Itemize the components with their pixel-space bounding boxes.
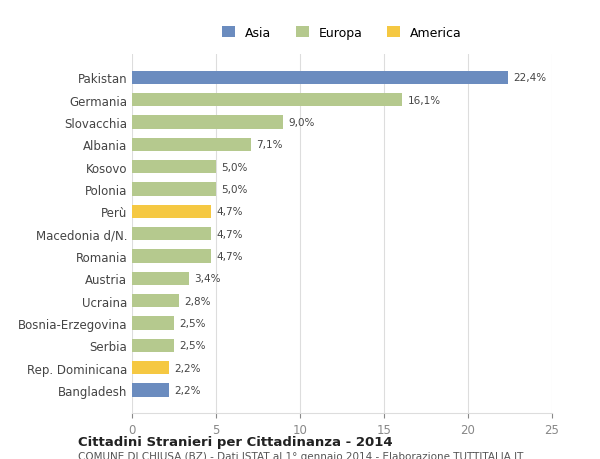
- Text: 2,5%: 2,5%: [179, 341, 206, 351]
- Text: 9,0%: 9,0%: [288, 118, 314, 128]
- Text: 3,4%: 3,4%: [194, 274, 221, 284]
- Text: 4,7%: 4,7%: [216, 252, 242, 261]
- Text: 4,7%: 4,7%: [216, 207, 242, 217]
- Text: COMUNE DI CHIUSA (BZ) - Dati ISTAT al 1° gennaio 2014 - Elaborazione TUTTITALIA.: COMUNE DI CHIUSA (BZ) - Dati ISTAT al 1°…: [78, 451, 523, 459]
- Text: 5,0%: 5,0%: [221, 162, 247, 172]
- Text: 2,8%: 2,8%: [184, 296, 211, 306]
- Bar: [132, 138, 251, 151]
- Bar: [132, 383, 169, 397]
- Bar: [132, 205, 211, 218]
- Bar: [132, 161, 216, 174]
- Bar: [132, 361, 169, 375]
- Bar: [132, 71, 508, 85]
- Text: 7,1%: 7,1%: [256, 140, 283, 150]
- Text: 22,4%: 22,4%: [514, 73, 547, 83]
- Bar: [132, 339, 174, 352]
- Text: 4,7%: 4,7%: [216, 229, 242, 239]
- Text: 5,0%: 5,0%: [221, 185, 247, 195]
- Text: 2,2%: 2,2%: [174, 363, 200, 373]
- Legend: Asia, Europa, America: Asia, Europa, America: [217, 22, 467, 45]
- Bar: [132, 294, 179, 308]
- Text: Cittadini Stranieri per Cittadinanza - 2014: Cittadini Stranieri per Cittadinanza - 2…: [78, 435, 392, 448]
- Bar: [132, 317, 174, 330]
- Bar: [132, 183, 216, 196]
- Bar: [132, 116, 283, 129]
- Bar: [132, 272, 189, 285]
- Bar: [132, 250, 211, 263]
- Text: 2,5%: 2,5%: [179, 318, 206, 328]
- Text: 2,2%: 2,2%: [174, 385, 200, 395]
- Bar: [132, 227, 211, 241]
- Bar: [132, 94, 403, 107]
- Text: 16,1%: 16,1%: [407, 95, 440, 105]
